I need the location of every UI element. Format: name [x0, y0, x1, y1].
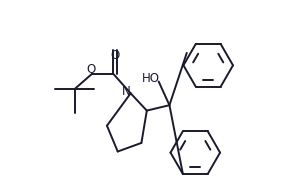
Text: N: N	[121, 85, 130, 98]
Text: O: O	[86, 63, 95, 76]
Text: HO: HO	[141, 72, 160, 85]
Text: O: O	[111, 49, 120, 62]
